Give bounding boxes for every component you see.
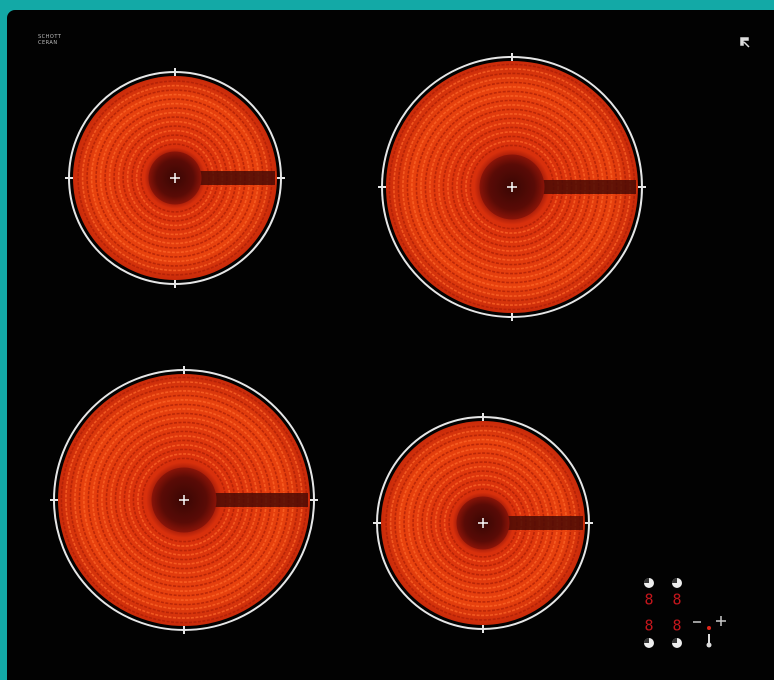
burners: [50, 53, 646, 634]
control-panel: 8 8 8 8: [644, 578, 726, 648]
center-cross: [170, 173, 180, 183]
thermometer-icon: [706, 642, 712, 648]
zone-selector: [644, 638, 649, 643]
center-cross: [179, 495, 189, 505]
power-display: 8: [672, 617, 681, 635]
zone-selector: [672, 578, 677, 583]
power-display: 8: [644, 617, 653, 635]
burner: [378, 53, 646, 321]
zone-selector: [644, 578, 649, 583]
plus-button: [716, 616, 726, 626]
logo-line: CERAN: [38, 40, 58, 46]
center-cross: [478, 518, 488, 528]
logo-line: SCHOTT: [38, 34, 62, 40]
power-display: 8: [644, 591, 653, 609]
burner: [50, 366, 318, 634]
power-display: 8: [672, 591, 681, 609]
corner-icon: [740, 37, 750, 48]
burner: [65, 68, 285, 288]
center-cross: [507, 182, 517, 192]
indicator-led: [707, 626, 711, 630]
burner: [373, 413, 593, 633]
zone-selector: [672, 638, 677, 643]
